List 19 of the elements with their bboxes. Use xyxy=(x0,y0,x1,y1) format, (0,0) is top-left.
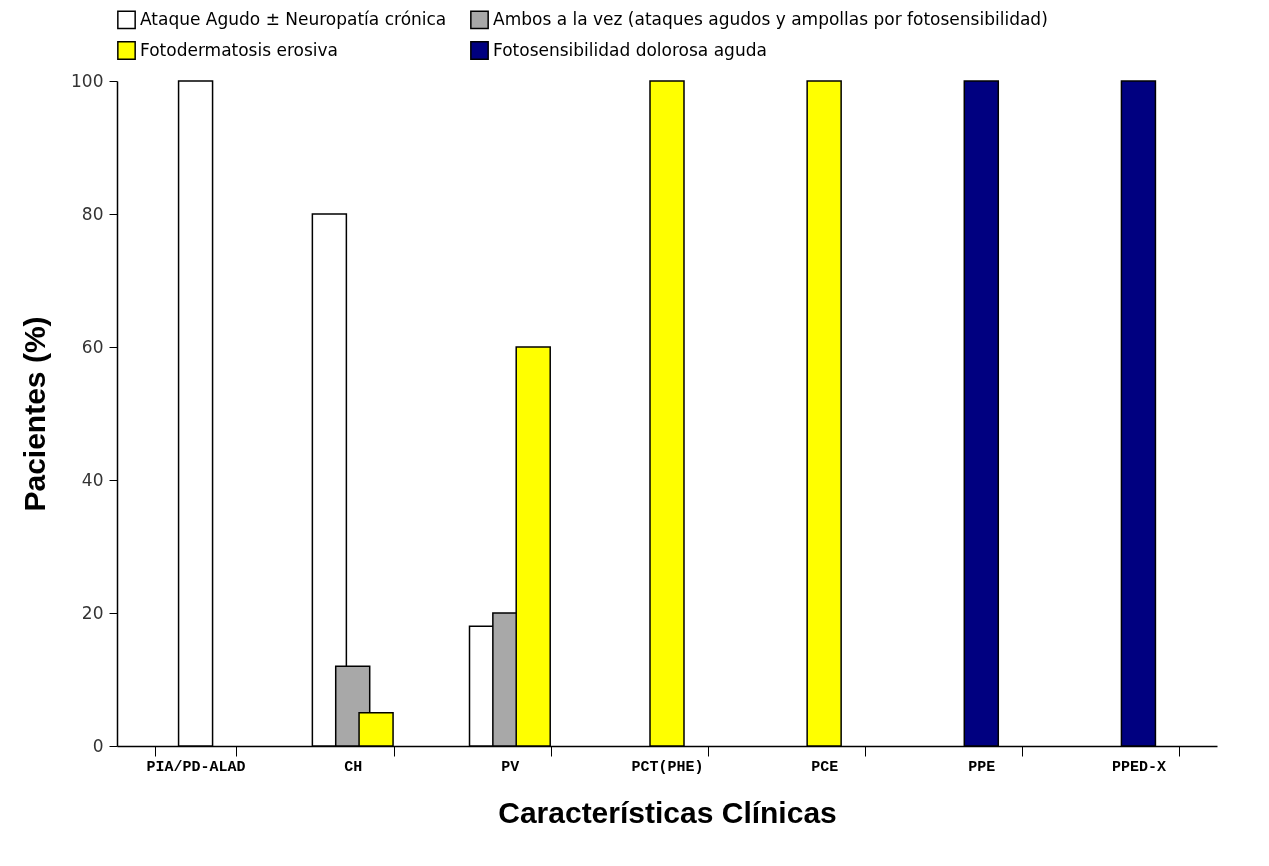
legend-label: Ambos a la vez (ataques agudos y ampollas por fotosensibilidad) xyxy=(493,8,1048,29)
y-tick-label: 80 xyxy=(81,203,104,224)
legend-label: Fotodermatosis erosiva xyxy=(140,39,338,60)
x-axis-title: Características Clínicas xyxy=(498,795,837,829)
legend-label: Ataque Agudo ± Neuropatía crónica xyxy=(140,8,447,29)
y-tick-label: 60 xyxy=(81,336,104,357)
y-tick-label: 0 xyxy=(92,735,104,756)
x-tick-label: PCE xyxy=(811,758,839,776)
y-tick-label: 20 xyxy=(81,602,104,623)
y-tick-label: 100 xyxy=(71,70,104,91)
x-tick-label: PIA/PD-ALAD xyxy=(146,758,246,776)
x-tick-label: PV xyxy=(501,758,520,776)
y-axis-title: Pacientes (%) xyxy=(18,316,52,512)
x-tick-label: PPE xyxy=(968,758,996,776)
x-tick-label: PPED-X xyxy=(1111,758,1166,776)
x-tick-label: PCT(PHE) xyxy=(631,758,704,776)
x-tick-label: CH xyxy=(344,758,363,776)
legend-label: Fotosensibilidad dolorosa aguda xyxy=(493,39,767,60)
y-tick-label: 40 xyxy=(81,469,104,490)
